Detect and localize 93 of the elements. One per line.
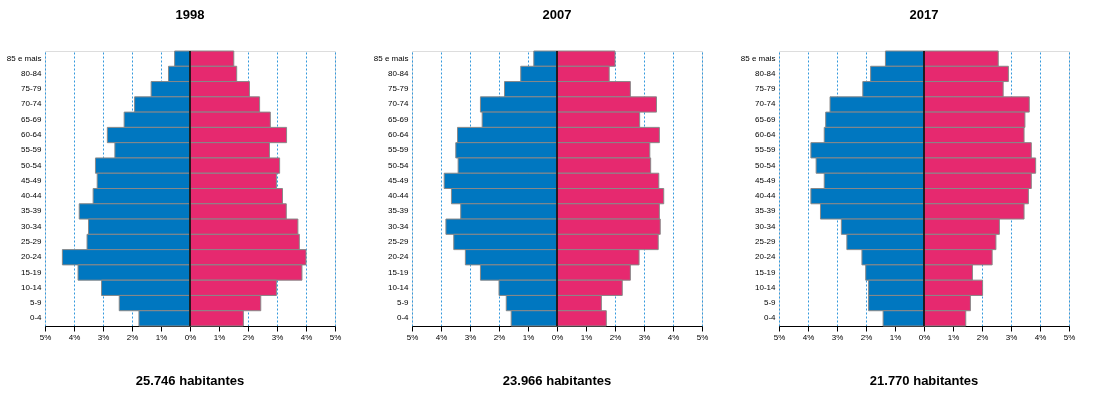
x-tick-label: 5% (773, 332, 786, 342)
x-tick-label: 3% (831, 332, 844, 342)
y-tick-label: 50-54 (21, 160, 43, 170)
x-tick-label: 3% (1005, 332, 1018, 342)
x-tick-label: 5% (696, 332, 709, 342)
x-tick-label: 1% (213, 332, 226, 342)
y-tick-label: 5-9 (29, 298, 43, 308)
y-tick-label: 0-4 (763, 313, 777, 323)
y-tick-label: 60-64 (388, 130, 410, 140)
y-tick-label: 70-74 (388, 99, 410, 109)
x-tick-label: 3% (638, 332, 651, 342)
y-tick-label: 65-69 (755, 114, 777, 124)
x-tick-label: 2% (242, 332, 255, 342)
y-tick-label: 15-19 (388, 267, 410, 277)
x-tick-label: 1% (580, 332, 593, 342)
x-tick-label: 0% (918, 332, 931, 342)
y-tick-label: 0-4 (29, 313, 43, 323)
y-tick-label: 85 e mais (740, 53, 776, 63)
y-tick-label: 50-54 (388, 160, 410, 170)
y-tick-label: 5-9 (763, 298, 777, 308)
x-tick-label: 1% (947, 332, 960, 342)
y-tick-label: 55-59 (21, 145, 43, 155)
y-tick-label: 55-59 (388, 145, 410, 155)
y-tick-label: 55-59 (755, 145, 777, 155)
y-tick-label: 70-74 (755, 99, 777, 109)
y-tick-label: 10-14 (755, 282, 777, 292)
text: 21.770 habitantes (869, 373, 979, 388)
x-tick-label: 4% (1034, 332, 1047, 342)
x-tick-label: 4% (667, 332, 680, 342)
x-tick-label: 3% (97, 332, 110, 342)
x-tick-label: 2% (976, 332, 989, 342)
y-tick-label: 35-39 (755, 206, 777, 216)
x-tick-label: 3% (271, 332, 284, 342)
text: 23.966 habitantes (502, 373, 612, 388)
y-tick-label: 65-69 (388, 114, 410, 124)
x-tick-label: 5% (39, 332, 52, 342)
x-tick-label: 2% (126, 332, 139, 342)
x-tick-label: 4% (300, 332, 313, 342)
y-tick-label: 75-79 (388, 84, 410, 94)
y-tick-label: 25-29 (388, 236, 410, 246)
x-tick-label: 4% (68, 332, 81, 342)
y-tick-label: 40-44 (755, 191, 777, 201)
x-tick-label: 5% (406, 332, 419, 342)
y-tick-label: 5-9 (396, 298, 410, 308)
y-tick-label: 60-64 (21, 130, 43, 140)
y-tick-label: 10-14 (388, 282, 410, 292)
y-tick-label: 70-74 (21, 99, 43, 109)
x-tick-label: 2% (860, 332, 873, 342)
x-tick-label: 4% (435, 332, 448, 342)
chart-title: 1998 (175, 7, 205, 23)
y-tick-label: 80-84 (21, 68, 43, 78)
y-tick-label: 85 e mais (373, 53, 409, 63)
y-tick-label: 45-49 (21, 175, 43, 185)
y-tick-label: 20-24 (388, 252, 410, 262)
text: 25.746 habitantes (135, 373, 245, 388)
chart-title: 2007 (542, 7, 572, 23)
y-tick-label: 30-34 (755, 221, 777, 231)
x-tick-label: 5% (1063, 332, 1076, 342)
y-tick-label: 75-79 (21, 84, 43, 94)
y-tick-label: 65-69 (21, 114, 43, 124)
y-tick-label: 20-24 (755, 252, 777, 262)
y-tick-label: 40-44 (21, 191, 43, 201)
x-tick-label: 2% (609, 332, 622, 342)
y-tick-label: 85 e mais (6, 53, 42, 63)
y-tick-label: 25-29 (21, 236, 43, 246)
y-tick-label: 30-34 (388, 221, 410, 231)
x-tick-label: 0% (551, 332, 564, 342)
y-tick-label: 30-34 (21, 221, 43, 231)
y-tick-label: 35-39 (388, 206, 410, 216)
y-tick-label: 75-79 (755, 84, 777, 94)
y-tick-label: 15-19 (21, 267, 43, 277)
y-tick-label: 10-14 (21, 282, 43, 292)
y-tick-label: 80-84 (388, 68, 410, 78)
y-tick-label: 35-39 (21, 206, 43, 216)
x-tick-label: 3% (464, 332, 477, 342)
y-tick-label: 60-64 (755, 130, 777, 140)
x-tick-label: 0% (184, 332, 197, 342)
x-tick-label: 5% (329, 332, 342, 342)
y-tick-label: 20-24 (21, 252, 43, 262)
y-tick-label: 40-44 (388, 191, 410, 201)
x-tick-label: 1% (155, 332, 168, 342)
y-tick-label: 80-84 (755, 68, 777, 78)
x-tick-label: 1% (889, 332, 902, 342)
x-tick-label: 2% (493, 332, 506, 342)
x-tick-label: 1% (522, 332, 535, 342)
y-tick-label: 50-54 (755, 160, 777, 170)
x-tick-label: 4% (802, 332, 815, 342)
y-tick-label: 15-19 (755, 267, 777, 277)
y-tick-label: 0-4 (396, 313, 410, 323)
y-tick-label: 45-49 (755, 175, 777, 185)
chart-title: 2017 (909, 7, 939, 23)
y-tick-label: 25-29 (755, 236, 777, 246)
y-tick-label: 45-49 (388, 175, 410, 185)
